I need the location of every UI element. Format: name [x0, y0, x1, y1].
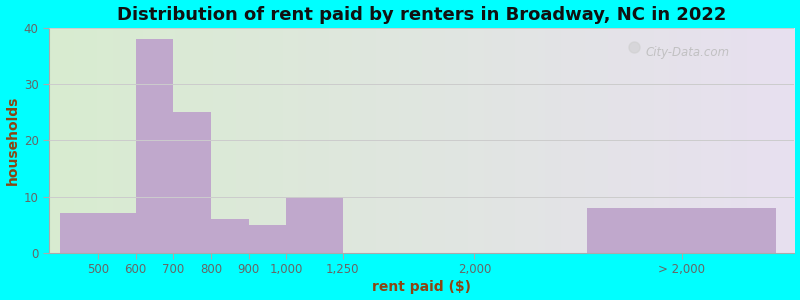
Bar — [60, 214, 136, 253]
X-axis label: rent paid ($): rent paid ($) — [372, 280, 471, 294]
Bar — [587, 208, 776, 253]
Bar — [136, 39, 174, 253]
Bar — [286, 196, 342, 253]
Text: City-Data.com: City-Data.com — [646, 46, 730, 59]
Bar — [211, 219, 249, 253]
Y-axis label: households: households — [6, 96, 19, 185]
Bar — [174, 112, 211, 253]
Title: Distribution of rent paid by renters in Broadway, NC in 2022: Distribution of rent paid by renters in … — [117, 6, 726, 24]
Bar — [249, 225, 286, 253]
